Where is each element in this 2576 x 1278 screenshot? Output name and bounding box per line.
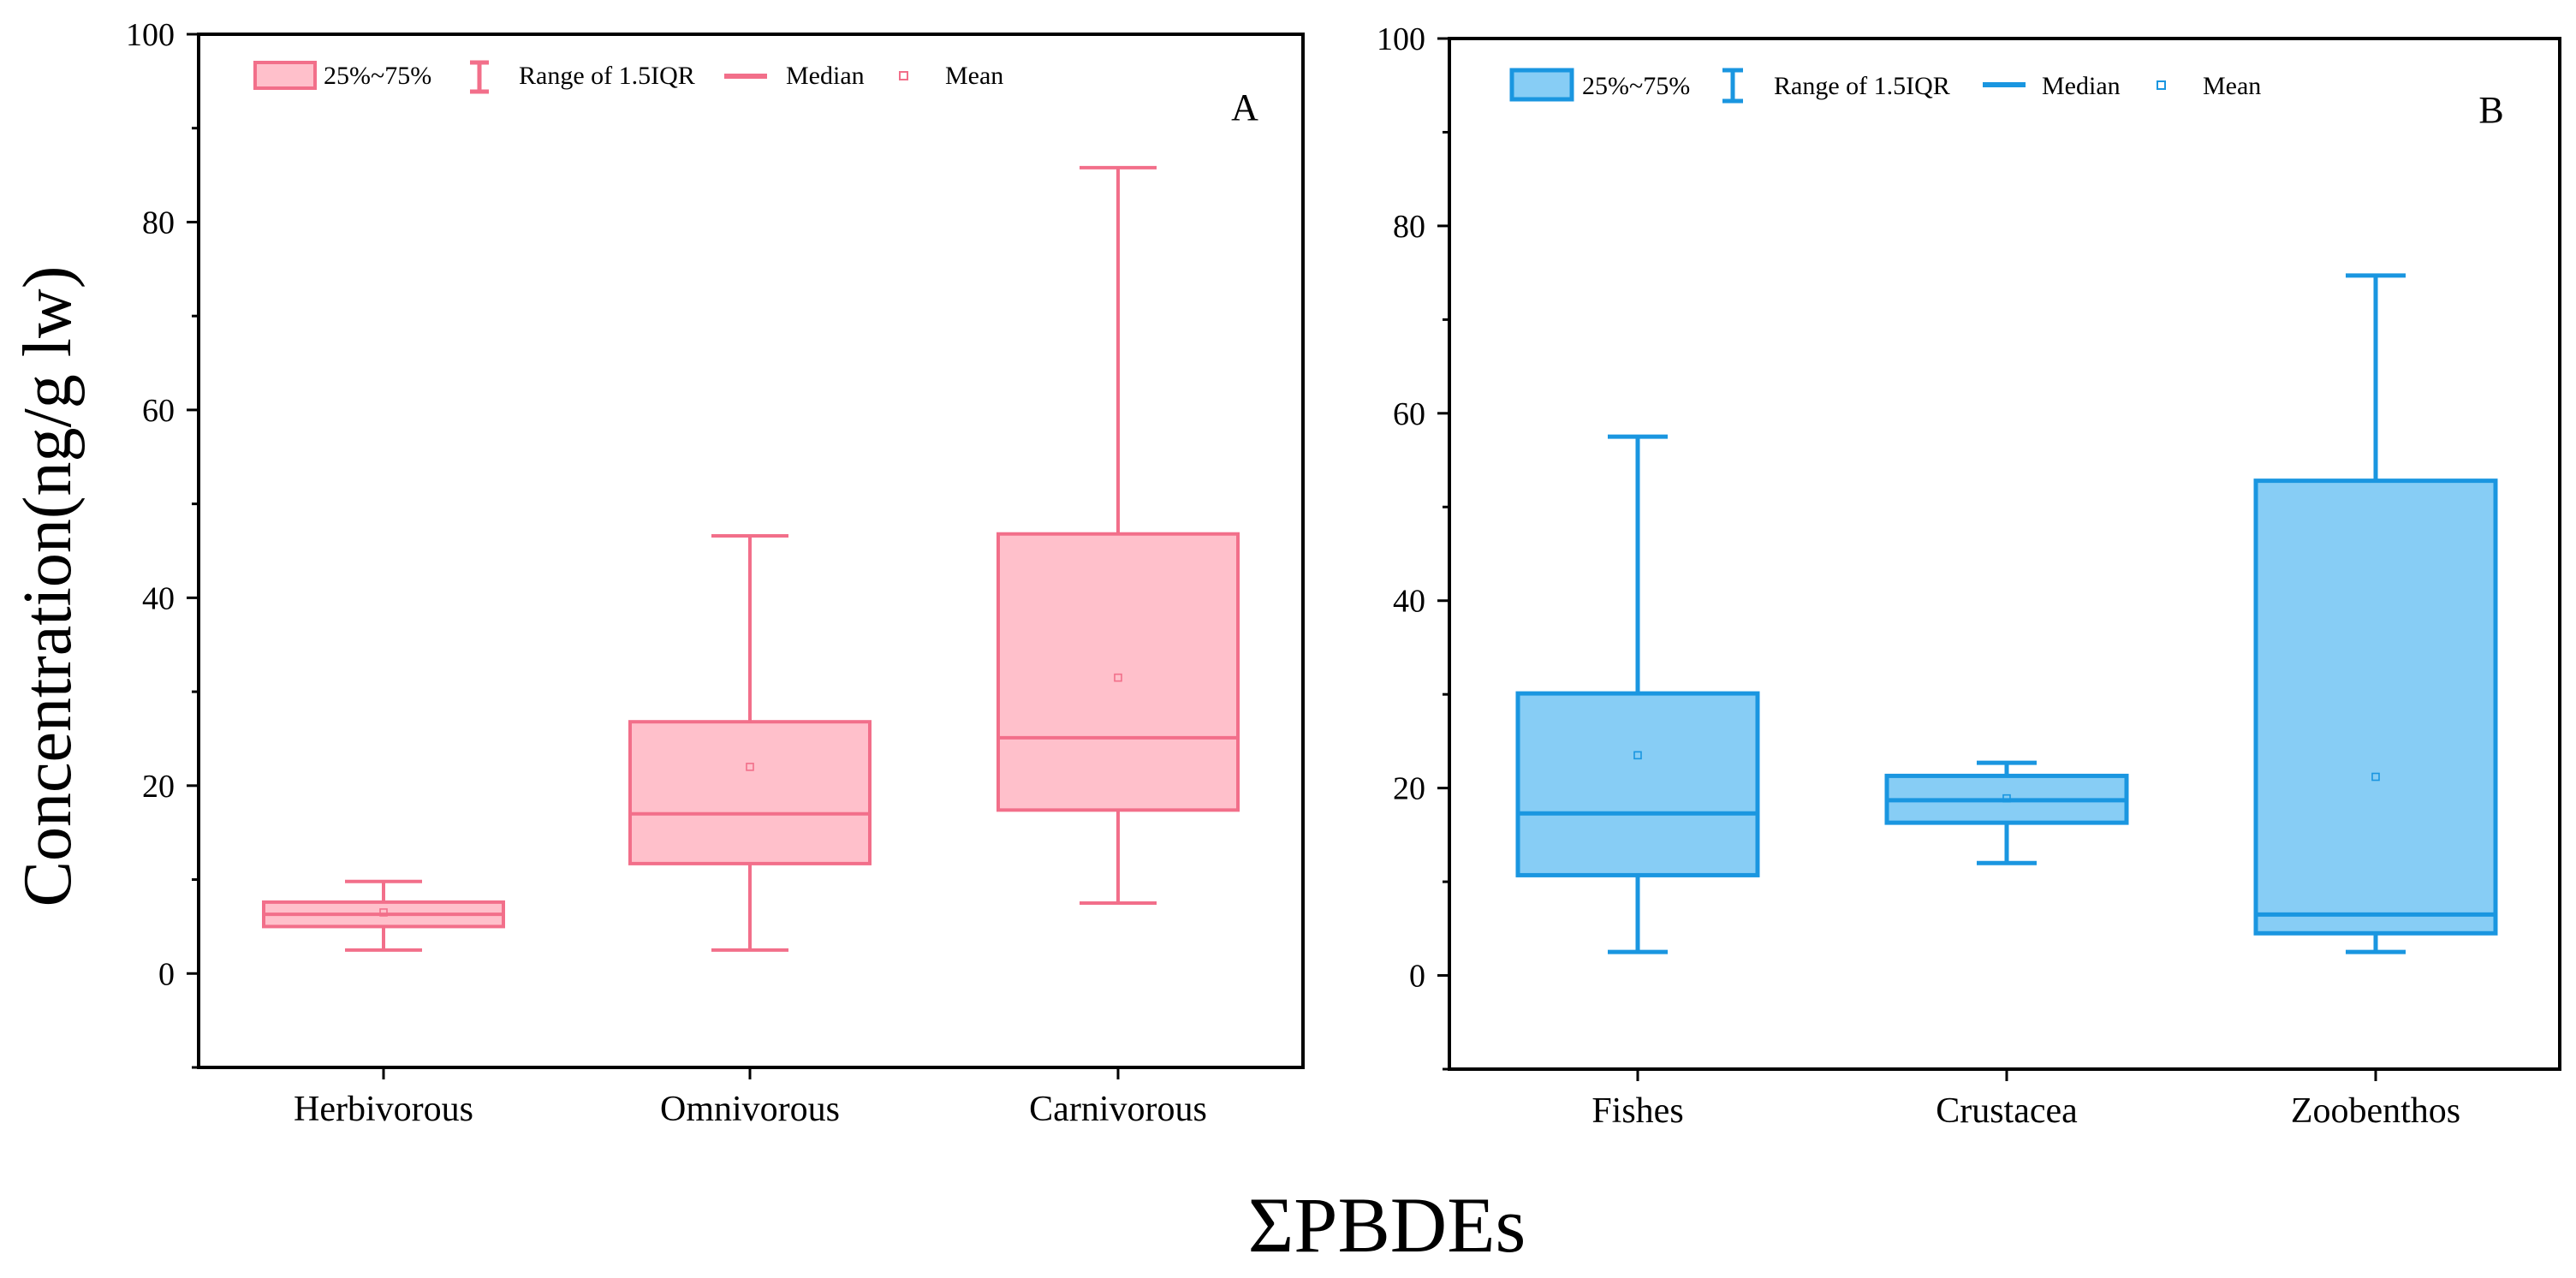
x-axis-title: ΣPBDEs — [1248, 1181, 1526, 1269]
legend-range-icon — [1722, 68, 1743, 104]
x-tick-label: Omnivorous — [660, 1090, 840, 1129]
legend-range-label: Range of 1.5IQR — [519, 62, 695, 90]
y-tick-label: 0 — [158, 956, 175, 992]
mean-marker — [2002, 794, 2011, 803]
y-tick-label: 40 — [1393, 584, 1425, 620]
panel-a-boxes — [262, 165, 1240, 952]
panel-a-legend: 25%~75% Range of 1.5IQR Median Mean — [253, 60, 1003, 94]
box-crustacea — [1884, 760, 2129, 865]
panel-b-legend: 25%~75% Range of 1.5IQR Median Mean — [1509, 68, 2261, 104]
legend-box-swatch — [253, 61, 317, 90]
box-fishes — [1515, 434, 1760, 954]
legend-range-icon — [470, 60, 489, 94]
panel-b-letter: B — [2478, 89, 2503, 131]
box-omnivorous — [628, 533, 872, 952]
panel-b: 0 20 40 60 80 100 Fishes Crustacea Zoobenthos 25… — [1377, 21, 2561, 1131]
y-tick-label: 60 — [142, 393, 175, 429]
legend-box-swatch — [1509, 68, 1574, 102]
legend-mean-label: Mean — [2203, 72, 2261, 100]
box-carnivorous — [996, 165, 1240, 905]
x-tick-label: Fishes — [1591, 1091, 1683, 1131]
y-tick-label: 0 — [1409, 959, 1425, 995]
x-tick-label: Herbivorous — [294, 1090, 473, 1129]
panel-b-boxes — [1515, 273, 2498, 954]
panel-a-letter: A — [1231, 86, 1258, 128]
panel-a: 0 20 40 60 80 100 Herbivorous Omnivorous Carnivo… — [126, 17, 1305, 1129]
legend-median-label: Median — [786, 62, 865, 90]
y-tick-label: 80 — [1393, 209, 1425, 245]
y-axis-title: Concentration(ng/g lw) — [10, 266, 86, 907]
legend-box-label: 25%~75% — [1582, 72, 1690, 100]
x-tick-label: Carnivorous — [1029, 1090, 1207, 1129]
mean-marker — [1114, 673, 1122, 682]
legend-mean-icon — [899, 71, 908, 80]
iqr-box — [628, 720, 872, 865]
y-tick-label: 20 — [142, 769, 175, 805]
y-tick-label: 100 — [126, 17, 175, 53]
mean-marker — [379, 908, 388, 917]
panel-b-axes: 0 20 40 60 80 100 Fishes Crustacea Zoobenthos — [1377, 21, 2561, 1131]
y-tick-label: 20 — [1393, 771, 1425, 807]
legend-mean-icon — [2157, 80, 2166, 90]
x-tick-label: Zoobenthos — [2291, 1091, 2460, 1131]
legend-range-label: Range of 1.5IQR — [1774, 72, 1950, 100]
box-herbivorous — [262, 879, 505, 952]
plot-frame — [1448, 37, 2561, 1071]
mean-marker — [2371, 772, 2380, 782]
iqr-box — [996, 532, 1240, 812]
y-tick-label: 40 — [142, 580, 175, 616]
mean-marker — [746, 763, 754, 771]
legend-box-label: 25%~75% — [324, 62, 431, 90]
iqr-box — [2253, 479, 2498, 936]
legend-mean-label: Mean — [945, 62, 1003, 90]
box-zoobenthos — [2253, 273, 2498, 954]
x-tick-label: Crustacea — [1936, 1091, 2078, 1131]
y-tick-label: 100 — [1377, 21, 1425, 57]
mean-marker — [1633, 751, 1642, 760]
iqr-box — [1515, 691, 1760, 877]
legend-median-label: Median — [2042, 72, 2121, 100]
y-tick-label: 60 — [1393, 396, 1425, 432]
panel-a-axes: 0 20 40 60 80 100 Herbivorous Omnivorous Carnivo… — [126, 17, 1305, 1129]
y-tick-label: 80 — [142, 205, 175, 241]
